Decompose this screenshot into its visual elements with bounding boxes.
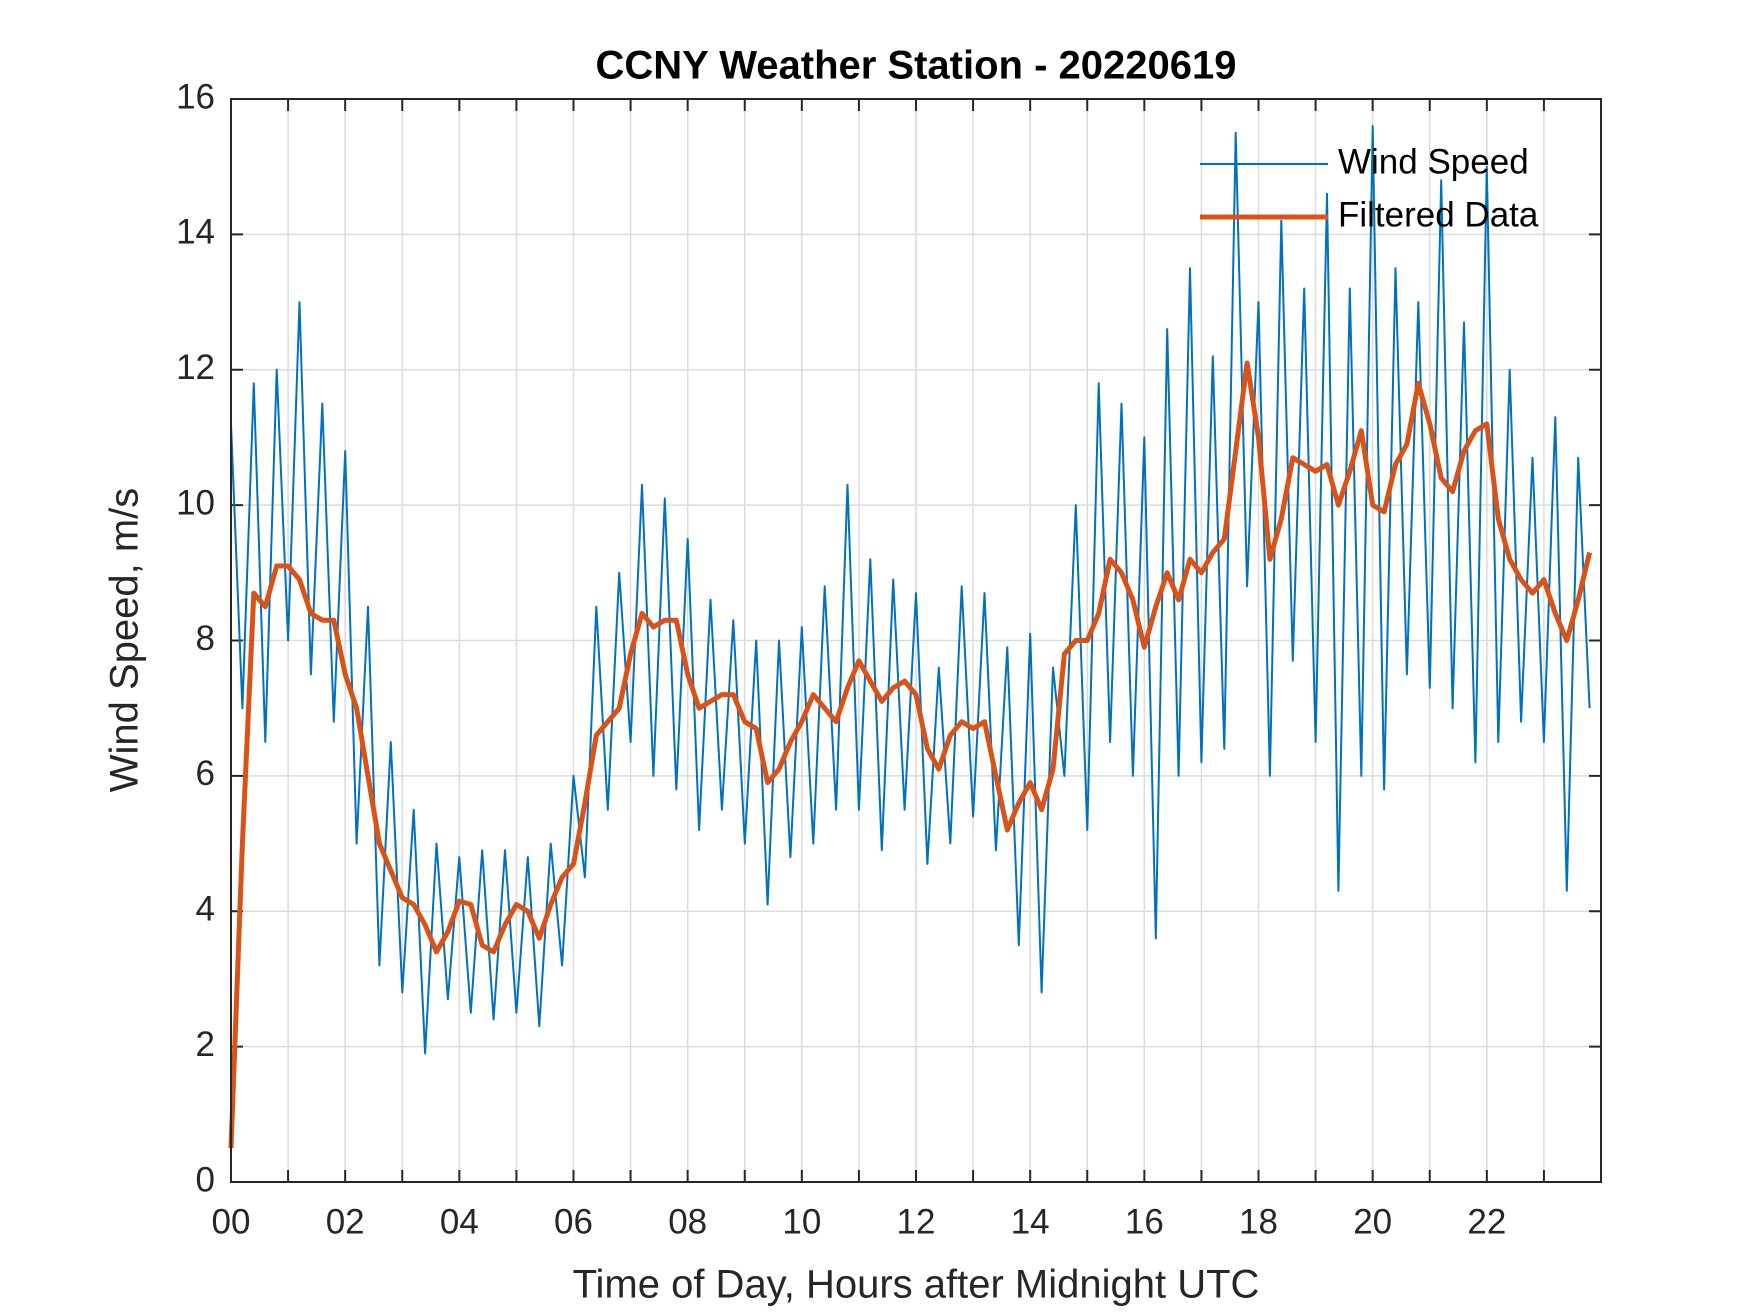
x-tick-label: 06 [554,1202,593,1241]
y-tick-label: 10 [176,483,215,522]
x-tick-label: 16 [1125,1202,1164,1241]
x-tick-label: 14 [1011,1202,1050,1241]
axes-box [230,98,1602,1183]
x-tick-label: 04 [440,1202,479,1241]
y-tick-label: 2 [196,1025,215,1064]
x-tick-label: 10 [782,1202,821,1241]
data-line [230,125,1591,1055]
x-tick-label: 20 [1353,1202,1392,1241]
y-tick-label: 8 [196,619,215,658]
y-tick-label: 0 [196,1160,215,1199]
x-tick-label: 18 [1239,1202,1278,1241]
y-axis-label: Wind Speed, m/s [103,488,147,793]
x-tick-label: 22 [1467,1202,1506,1241]
x-tick-label: 08 [668,1202,707,1241]
x-tick-label: 12 [897,1202,936,1241]
y-tick-label: 16 [176,77,215,116]
data-line [228,360,1593,1149]
y-tick-label: 6 [196,754,215,793]
x-axis-label: Time of Day, Hours after Midnight UTC [573,1263,1260,1307]
x-tick-label: 00 [212,1202,251,1241]
y-tick-label: 14 [176,213,215,252]
y-tick-label: 4 [196,890,215,929]
legend-label: Filtered Data [1338,195,1539,234]
legend-label: Wind Speed [1338,142,1529,181]
x-tick-label: 02 [326,1202,365,1241]
y-tick-label: 12 [176,348,215,387]
chart-title: CCNY Weather Station - 20220619 [596,44,1237,88]
